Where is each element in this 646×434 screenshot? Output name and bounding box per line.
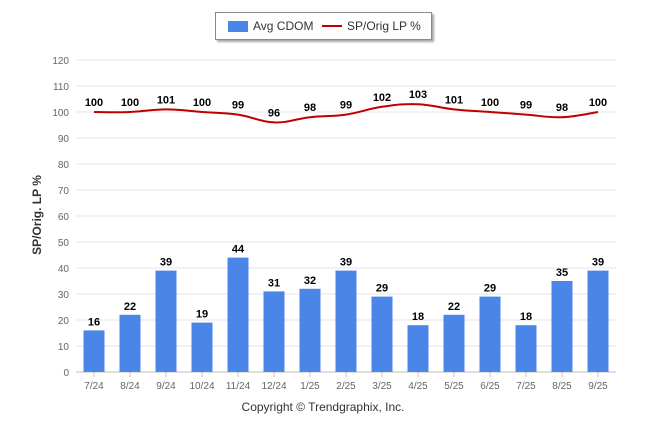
line-data-label: 101 [445, 94, 463, 106]
bar-data-label: 29 [376, 283, 388, 295]
bar-data-label: 39 [340, 257, 352, 269]
bar [515, 325, 537, 372]
bar-data-label: 22 [448, 301, 460, 313]
bar-data-label: 18 [412, 311, 424, 323]
y-tick-label: 120 [52, 56, 69, 67]
line-data-label: 96 [268, 107, 280, 119]
bar-data-label: 32 [304, 275, 316, 287]
y-tick-label: 110 [53, 82, 69, 93]
bar [227, 257, 249, 372]
x-tick-label: 12/24 [261, 381, 286, 392]
x-tick-label: 5/25 [444, 381, 464, 392]
x-tick-label: 1/25 [300, 381, 320, 392]
bar-data-label: 29 [484, 283, 496, 295]
y-tick-label: 20 [58, 316, 70, 327]
x-tick-label: 7/24 [84, 381, 104, 392]
legend-item-bar[interactable]: Avg CDOM [228, 13, 313, 39]
y-tick-label: 60 [58, 212, 70, 223]
legend-label-bar: Avg CDOM [253, 19, 314, 33]
line-data-label: 100 [589, 97, 607, 109]
line-data-label: 100 [193, 97, 211, 109]
bar [155, 270, 177, 372]
copyright-text: Copyright © Trendgraphix, Inc. [241, 400, 405, 414]
line-data-label: 100 [85, 97, 103, 109]
bar [587, 270, 609, 372]
x-tick-label: 3/25 [372, 381, 392, 392]
line-data-label: 99 [340, 100, 352, 112]
bar [83, 330, 105, 372]
bar [335, 270, 357, 372]
bar [299, 288, 321, 372]
line-data-label: 100 [481, 97, 499, 109]
y-tick-label: 100 [52, 108, 69, 119]
x-tick-label: 8/24 [120, 381, 140, 392]
line-data-label: 99 [232, 100, 244, 112]
bar [443, 314, 465, 372]
line-series-path [93, 103, 599, 124]
bar [119, 314, 141, 372]
bar-data-label: 18 [520, 311, 532, 323]
bar-data-label: 16 [88, 316, 100, 328]
x-tick-label: 7/25 [516, 381, 536, 392]
bar [551, 281, 573, 372]
bar [263, 291, 285, 372]
y-tick-label: 50 [58, 238, 70, 249]
legend-swatch-bar [228, 20, 248, 32]
line-data-label: 102 [373, 92, 391, 104]
bar [479, 296, 501, 372]
y-tick-label: 0 [63, 368, 69, 379]
legend-item-line[interactable]: SP/Orig LP % [322, 13, 421, 39]
x-tick-label: 9/25 [588, 381, 608, 392]
y-tick-label: 70 [58, 186, 70, 197]
x-tick-label: 11/24 [226, 381, 251, 392]
bar-data-label: 44 [232, 244, 245, 256]
x-tick-label: 2/25 [336, 381, 356, 392]
chart-legend: Avg CDOM SP/Orig LP % [215, 12, 432, 40]
bar-data-label: 19 [196, 309, 208, 321]
x-tick-label: 6/25 [480, 381, 500, 392]
y-tick-label: 90 [58, 134, 70, 145]
line-data-label: 98 [304, 102, 316, 114]
bar-data-label: 22 [124, 301, 136, 313]
x-tick-label: 10/24 [189, 381, 214, 392]
x-tick-label: 4/25 [408, 381, 428, 392]
y-tick-label: 30 [58, 290, 70, 301]
bar [371, 296, 393, 372]
bar-data-label: 39 [160, 257, 172, 269]
y-axis-label: SP/Orig. LP % [30, 175, 44, 255]
bar-data-label: 39 [592, 257, 604, 269]
legend-label-line: SP/Orig LP % [347, 19, 421, 33]
legend-swatch-line [322, 25, 342, 27]
bar [407, 325, 429, 372]
line-data-label: 101 [157, 94, 175, 106]
line-data-label: 100 [121, 97, 139, 109]
bar-data-label: 31 [268, 277, 280, 289]
y-tick-label: 40 [58, 264, 70, 275]
y-tick-label: 80 [58, 160, 70, 171]
y-tick-label: 10 [58, 342, 70, 353]
x-tick-label: 8/25 [552, 381, 572, 392]
x-tick-label: 9/24 [156, 381, 176, 392]
line-data-label: 103 [409, 89, 427, 101]
bar [191, 322, 213, 372]
bar-data-label: 35 [556, 267, 568, 279]
line-data-label: 99 [520, 100, 532, 112]
line-data-label: 98 [556, 102, 568, 114]
